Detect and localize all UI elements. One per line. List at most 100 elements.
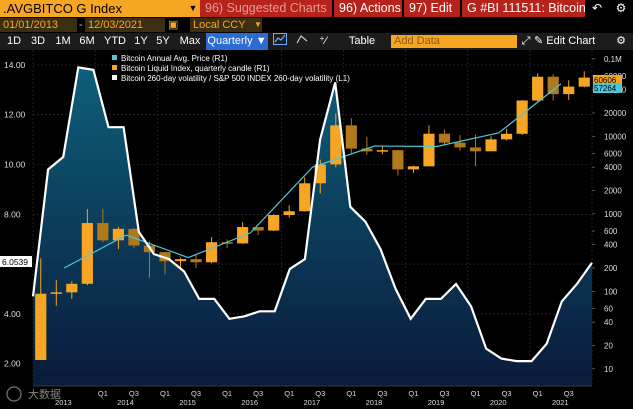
candle-body: [50, 292, 62, 294]
actions-button[interactable]: 96) Actions: [334, 0, 402, 17]
period-1d[interactable]: 1D: [6, 35, 22, 47]
x-year-label: 2021: [552, 398, 569, 407]
date-separator: -: [79, 19, 83, 31]
draw-tool-icon[interactable]: [292, 33, 312, 50]
chart-title-button[interactable]: G #BI 111511: Bitcoin V...: [462, 0, 585, 17]
right-axis-tick-label: 200: [604, 264, 618, 273]
candle-body: [345, 125, 357, 149]
line-chart-icon[interactable]: [270, 33, 290, 50]
period-ytd[interactable]: YTD: [104, 35, 126, 47]
candle-body: [563, 86, 575, 95]
left-last-value: 6.0539: [2, 257, 28, 267]
x-quarter-label: Q1: [98, 389, 108, 398]
gear-icon[interactable]: ⚙: [615, 1, 627, 15]
x-quarter-label: Q1: [408, 389, 418, 398]
suggested-charts-button[interactable]: 96) Suggested Charts: [200, 0, 332, 17]
chevron-down-icon[interactable]: ▼: [186, 0, 200, 17]
left-axis-tick-label: 8.00: [4, 209, 21, 219]
expand-icon[interactable]: ⤢: [521, 35, 531, 47]
candle-body: [407, 166, 420, 170]
period-max[interactable]: Max: [179, 35, 201, 47]
legend-label-vol: Bitcoin 260-day volatility / S&P 500 IND…: [121, 74, 350, 83]
period-6m[interactable]: 6M: [79, 35, 95, 47]
end-date-input[interactable]: 12/03/2021: [85, 18, 165, 32]
x-year-label: 2019: [428, 398, 445, 407]
x-year-label: 2016: [241, 398, 258, 407]
candle-body: [469, 147, 482, 152]
frequency-label: Quarterly: [207, 35, 253, 47]
candle-body: [516, 100, 528, 134]
candle-body: [501, 133, 513, 140]
candle-body: [112, 228, 124, 241]
candle-body: [35, 293, 47, 360]
candle-body: [190, 259, 202, 263]
candle-body: [454, 142, 466, 148]
x-year-label: 2014: [117, 398, 134, 407]
period-3d[interactable]: 3D: [30, 35, 46, 47]
candle-body: [252, 227, 264, 231]
x-quarter-label: Q1: [471, 389, 481, 398]
x-year-label: 2017: [304, 398, 321, 407]
plus-icon[interactable]: ⁺⁄: [319, 35, 327, 47]
period-5y[interactable]: 5Y: [156, 35, 170, 47]
ticker-field[interactable]: .AVGBITCO G Index: [0, 0, 186, 17]
x-quarter-label: Q1: [222, 389, 232, 398]
right-axis-tick-label: 10: [604, 365, 613, 374]
last-value-right: 60606 57264: [593, 75, 622, 93]
right-axis-tick-label: 0.1M: [604, 55, 622, 64]
title-bar: .AVGBITCO G Index ▼ 96) Suggested Charts…: [0, 0, 633, 17]
calendar-icon[interactable]: ▣: [168, 19, 179, 31]
start-date-input[interactable]: 01/01/2013: [0, 18, 77, 32]
date-range-bar: 01/01/2013 - 12/03/2021 ▣ Local CCY ▼: [0, 17, 633, 33]
edit-button[interactable]: 97) Edit: [404, 0, 460, 17]
legend-label-candle: Bitcoin Liquid Index, quarterly candle (…: [121, 64, 270, 73]
candle-body: [485, 139, 497, 152]
candle-body: [376, 150, 388, 152]
candle-body: [532, 76, 544, 101]
chevron-down-icon[interactable]: ▼: [254, 20, 262, 29]
candle-body: [66, 283, 78, 293]
table-button[interactable]: Table: [348, 35, 376, 47]
candle-body: [237, 227, 249, 244]
candle-body: [438, 133, 451, 143]
right-axis-tick-label: 20000: [604, 109, 627, 118]
watermark-text: 大数据: [28, 387, 61, 401]
candle-body: [423, 133, 435, 167]
x-quarter-label: Q3: [564, 389, 574, 398]
left-axis-tick-label: 2.00: [4, 359, 21, 369]
candle-body: [283, 211, 295, 216]
right-last-value-2: 57264: [594, 84, 617, 93]
candle-body: [314, 164, 326, 184]
x-quarter-label: Q3: [315, 389, 325, 398]
x-quarter-label: Q3: [191, 389, 201, 398]
right-axis-tick-label: 2000: [604, 186, 622, 195]
volatility-line: [31, 66, 593, 363]
back-arrow-icon[interactable]: ↶: [591, 1, 603, 15]
period-1y[interactable]: 1Y: [134, 35, 148, 47]
x-year-label: 2015: [179, 398, 196, 407]
legend-swatch-vol: [112, 75, 117, 80]
period-1m[interactable]: 1M: [55, 35, 71, 47]
x-quarter-label: Q1: [284, 389, 294, 398]
right-last-value-1: 60606: [594, 76, 617, 85]
frequency-select[interactable]: Quarterly ▼: [206, 33, 268, 50]
x-year-label: 2018: [366, 398, 383, 407]
add-data-input[interactable]: Add Data: [391, 35, 517, 48]
candle-body: [128, 228, 140, 246]
currency-select[interactable]: Local CCY: [190, 18, 262, 32]
candle-body: [299, 183, 311, 212]
right-axis-tick-label: 40: [604, 318, 613, 327]
right-axis-tick-label: 6000: [604, 150, 622, 159]
legend-label-avg: Bitcoin Annual Avg. Price (R1): [121, 54, 228, 63]
legend-swatch-avg: [112, 55, 117, 60]
right-axis-tick-label: 100: [604, 287, 618, 296]
candle-body: [330, 125, 342, 165]
edit-chart-button[interactable]: ✎ Edit Chart: [534, 35, 596, 47]
gear-icon[interactable]: ⚙: [616, 35, 626, 47]
candle-body: [268, 215, 280, 231]
chart-legend: Bitcoin Annual Avg. Price (R1) Bitcoin L…: [112, 54, 350, 83]
candle-body: [547, 76, 559, 95]
watermark-logo-icon: [6, 386, 22, 402]
